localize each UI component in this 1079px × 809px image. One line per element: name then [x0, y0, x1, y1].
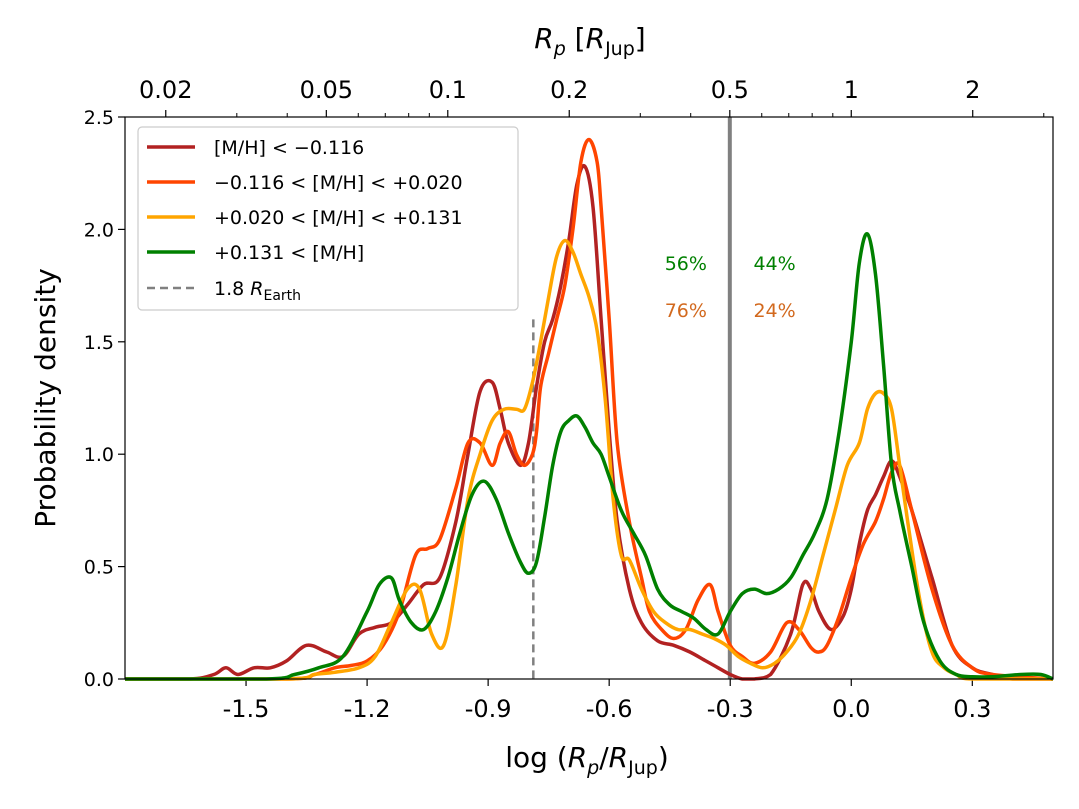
x-axis-title-suffix: )	[658, 741, 669, 774]
top-axis-title: Rp [RJup]	[534, 22, 645, 60]
top-tick-label: 0.1	[429, 76, 467, 104]
x-tick-label: 0.0	[832, 695, 870, 723]
x-tick-label: -1.2	[344, 695, 391, 723]
y-tick-label: 1.5	[84, 332, 114, 354]
density-curve-series-4	[125, 232, 1054, 681]
x-axis-title: log (Rp/RJup)	[505, 741, 669, 779]
legend-label-prefix: 1.8	[214, 278, 250, 300]
top-tick-label: 0.2	[550, 76, 588, 104]
bottom-axis: -1.5 -1.2 -0.9 -0.6 -0.3 0.0 0.3	[223, 679, 991, 723]
x-axis-title-den: R	[609, 741, 628, 774]
x-axis-title-var-sub: p	[586, 757, 599, 779]
percentage-annotation: 44%	[753, 253, 795, 275]
percentage-annotation: 76%	[665, 300, 707, 322]
density-curve-series-3	[125, 238, 1053, 681]
top-tick-label: 1	[844, 76, 859, 104]
percentage-annotations: 56% 44% 76% 24%	[665, 253, 796, 322]
top-axis-title-bracket-close: ]	[635, 22, 646, 55]
legend-label: −0.116 < [M/H] < +0.020	[214, 172, 463, 194]
top-axis-title-unit-sub: Jup	[604, 38, 635, 60]
x-tick-label: -0.3	[707, 695, 754, 723]
x-axis-title-den-sub: Jup	[627, 757, 658, 779]
top-axis-title-var-sub: p	[553, 38, 566, 60]
percentage-annotation: 56%	[665, 253, 707, 275]
legend-box	[137, 126, 519, 311]
y-axis-title: Probability density	[29, 268, 62, 528]
x-tick-label: -0.9	[465, 695, 512, 723]
legend-label: 1.8 REarth	[214, 278, 301, 304]
legend-label-sub: Earth	[263, 288, 301, 304]
y-tick-label: 0.5	[84, 557, 114, 579]
x-axis-title-var: R	[568, 741, 587, 774]
legend: [M/H] < −0.116 −0.116 < [M/H] < +0.020 +0.…	[137, 126, 519, 311]
x-axis-title-prefix: log (	[505, 741, 568, 774]
legend-label-var: R	[250, 278, 263, 300]
y-tick-label: 1.0	[84, 444, 114, 466]
x-axis-title-slash: /	[599, 741, 609, 774]
density-curve-series-1	[125, 163, 1053, 681]
top-axis-title-var: R	[534, 22, 553, 55]
top-tick-label: 0.02	[139, 76, 192, 104]
top-axis-title-unit: R	[586, 22, 605, 55]
x-tick-label: 0.3	[953, 695, 991, 723]
top-axis-title-bracket-open: [	[566, 22, 586, 55]
top-tick-label: 0.5	[711, 76, 749, 104]
left-axis: 0.0 0.5 1.0 1.5 2.0 2.5	[84, 107, 125, 691]
y-tick-label: 0.0	[84, 669, 114, 691]
y-tick-label: 2.5	[84, 107, 114, 129]
legend-label: [M/H] < −0.116	[214, 137, 364, 159]
percentage-annotation: 24%	[753, 300, 795, 322]
top-axis: 0.02 0.05 0.1 0.2 0.5 1 2	[139, 76, 1045, 117]
density-curves	[125, 137, 1054, 681]
legend-label: +0.131 < [M/H]	[214, 242, 364, 264]
y-tick-label: 2.0	[84, 219, 114, 241]
plot-frame	[124, 116, 1054, 680]
density-curve-series-2	[125, 137, 1054, 681]
x-tick-label: -1.5	[223, 695, 270, 723]
legend-label: +0.020 < [M/H] < +0.131	[214, 207, 463, 229]
top-tick-label: 0.05	[300, 76, 353, 104]
top-tick-label: 2	[965, 76, 980, 104]
x-tick-label: -0.6	[586, 695, 633, 723]
